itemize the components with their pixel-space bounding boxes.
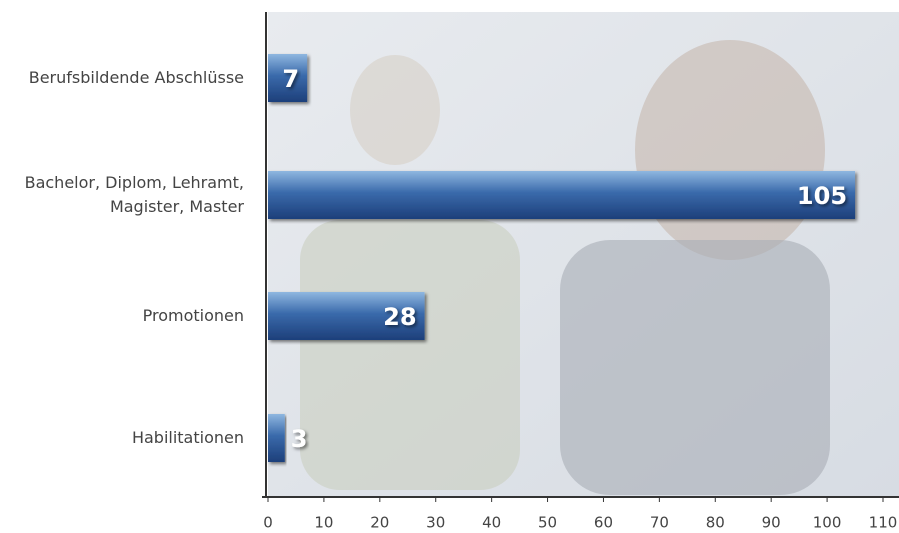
- value-label: 105: [797, 182, 847, 210]
- photo-shape: [635, 40, 825, 260]
- category-label: Habilitationen: [131, 428, 244, 447]
- value-label: 28: [383, 303, 416, 331]
- x-tick-label: 30: [426, 514, 445, 532]
- x-tick-label: 40: [482, 514, 501, 532]
- x-tick-label: 100: [813, 514, 842, 532]
- x-tick-label: 80: [706, 514, 725, 532]
- bar: [268, 171, 856, 219]
- bar: [268, 54, 308, 102]
- bar: [268, 414, 285, 462]
- photo-shape: [300, 220, 520, 490]
- photo-shape: [560, 240, 830, 495]
- category-label: Bachelor, Diplom, Lehramt, Magister, Mas…: [24, 173, 244, 216]
- category-label: Berufsbildende Abschlüsse: [28, 68, 244, 87]
- x-tick-label: 50: [538, 514, 557, 532]
- x-tick-label: 70: [650, 514, 669, 532]
- x-tick-label: 110: [869, 514, 898, 532]
- x-tick-label: 60: [594, 514, 613, 532]
- category-label: Promotionen: [142, 306, 244, 325]
- x-tick-label: 90: [762, 514, 781, 532]
- value-label: 7: [282, 65, 299, 93]
- x-tick-label: 10: [314, 514, 333, 532]
- x-tick-label: 0: [263, 514, 273, 532]
- x-tick-label: 20: [370, 514, 389, 532]
- bar: [268, 292, 425, 340]
- photo-shape: [350, 55, 440, 165]
- value-label: 3: [291, 425, 308, 453]
